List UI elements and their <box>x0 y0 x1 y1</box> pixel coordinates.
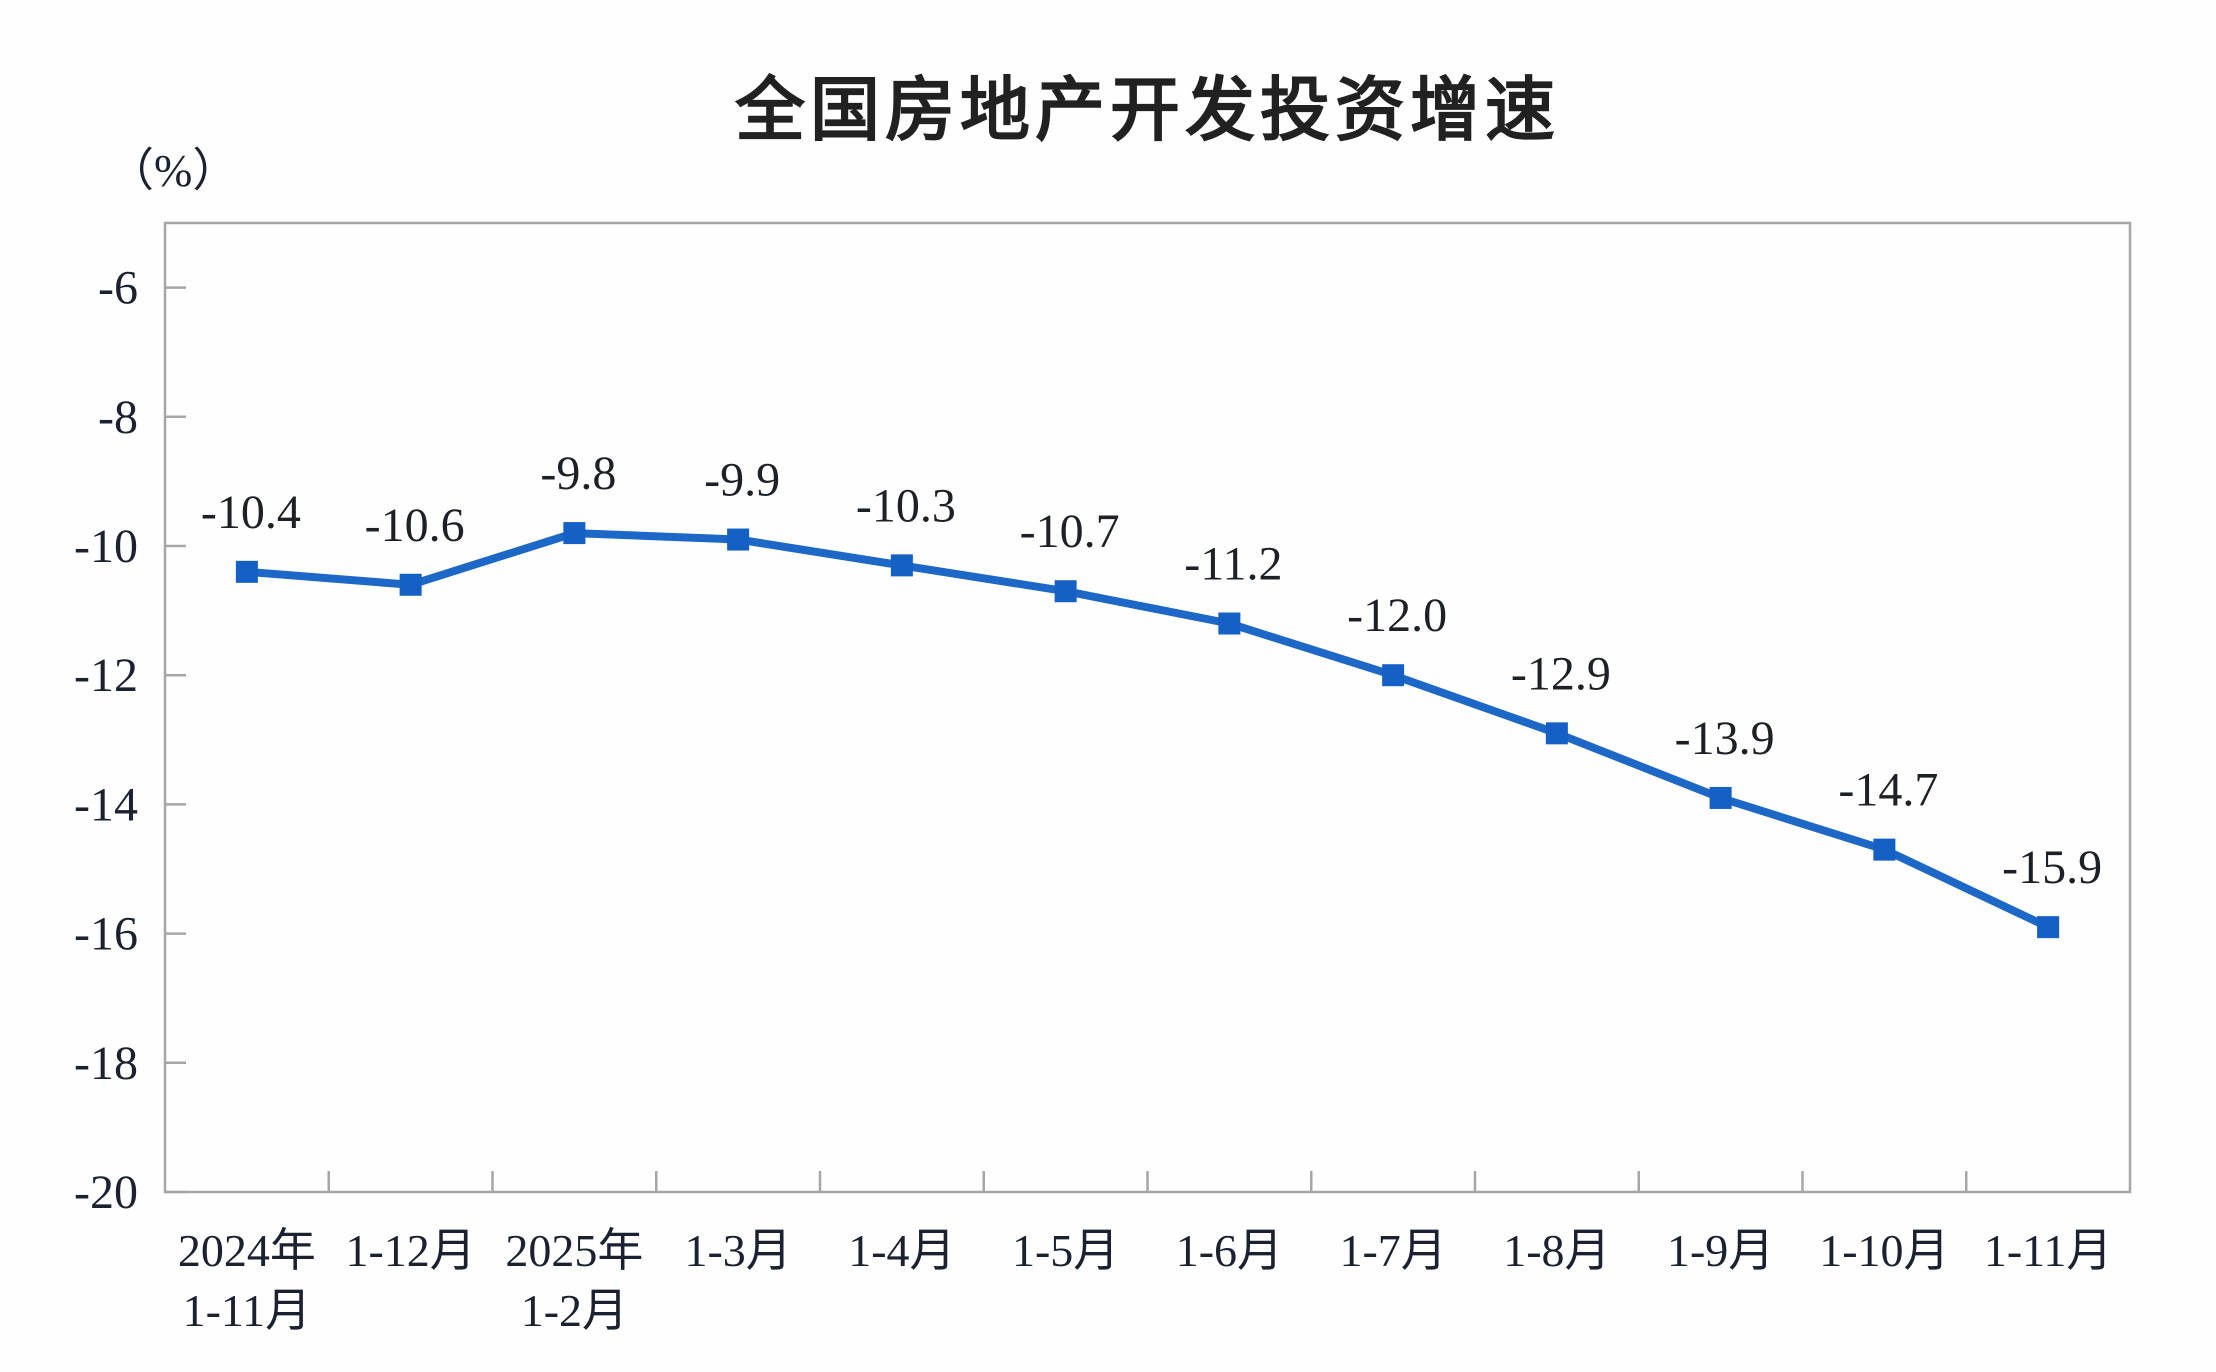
x-axis-label: 1-3月 <box>684 1225 791 1276</box>
x-axis-label-line: 1-5月 <box>1012 1225 1119 1276</box>
data-point-label: -9.8 <box>540 447 616 500</box>
x-axis-label-line: 1-9月 <box>1667 1225 1774 1276</box>
x-axis-label-line: 2025年 <box>505 1225 643 1276</box>
data-point-marker <box>563 522 586 545</box>
y-axis-tick-label: -6 <box>98 262 138 315</box>
x-axis-label-line: 1-10月 <box>1819 1225 1949 1276</box>
data-point-marker <box>1545 722 1568 745</box>
x-axis-label-line: 2024年 <box>178 1225 316 1276</box>
data-point-marker <box>399 573 422 596</box>
x-axis-label: 1-10月 <box>1819 1225 1949 1276</box>
x-axis-label: 1-8月 <box>1503 1225 1610 1276</box>
x-axis-label-line: 1-2月 <box>521 1285 628 1336</box>
x-axis-label-line: 1-3月 <box>684 1225 791 1276</box>
y-axis-tick-label: -10 <box>74 520 138 573</box>
data-point-label: -14.7 <box>1838 764 1938 817</box>
y-axis-tick-label: -8 <box>98 391 138 444</box>
x-axis-label: 1-6月 <box>1176 1225 1283 1276</box>
data-point-marker <box>235 560 258 583</box>
data-point-label: -10.7 <box>1020 505 1120 558</box>
data-point-marker <box>1054 580 1077 603</box>
data-point-label: -9.9 <box>704 454 780 507</box>
data-point-label: -13.9 <box>1675 712 1775 765</box>
data-point-label: -12.0 <box>1347 589 1447 642</box>
chart-title: 全国房地产开发投资增速 <box>735 71 1560 149</box>
data-point-marker <box>1382 664 1405 687</box>
x-axis-label-line: 1-6月 <box>1176 1225 1283 1276</box>
y-axis-tick-label: -14 <box>74 778 138 831</box>
data-point-label: -10.6 <box>365 499 465 552</box>
data-point-marker <box>1873 838 1896 861</box>
data-point-label: -12.9 <box>1511 647 1611 700</box>
x-axis-label: 1-12月 <box>345 1225 475 1276</box>
data-point-marker <box>1218 612 1241 635</box>
x-axis-label: 2025年 1-2月 <box>505 1225 643 1336</box>
data-point-marker <box>1709 786 1732 809</box>
y-axis-tick-label: -18 <box>74 1037 138 1090</box>
plot-border <box>163 221 2132 1194</box>
data-point-marker <box>727 528 750 551</box>
y-axis-tick-label: -20 <box>74 1166 138 1219</box>
x-axis-label: 1-11月 <box>1984 1225 2113 1276</box>
series-line <box>242 529 2053 932</box>
x-axis-label: 1-7月 <box>1339 1225 1446 1276</box>
data-point-marker <box>890 554 913 577</box>
x-axis-label: 1-9月 <box>1667 1225 1774 1276</box>
x-axis-label-line: 1-4月 <box>848 1225 955 1276</box>
data-point-label: -10.4 <box>201 486 301 539</box>
y-axis-unit-label: （%） <box>108 145 239 196</box>
x-axis-label: 1-4月 <box>848 1225 955 1276</box>
y-axis-tick-label: -16 <box>74 908 138 961</box>
x-axis-label: 2024年 1-11月 <box>178 1225 316 1336</box>
x-axis-label: 1-5月 <box>1012 1225 1119 1276</box>
x-axis-label-line: 1-7月 <box>1339 1225 1446 1276</box>
x-axis-label-line: 1-12月 <box>345 1225 475 1276</box>
data-point-label: -10.3 <box>856 479 956 532</box>
y-axis-tick-label: -12 <box>74 649 138 702</box>
x-axis-label-line: 1-11月 <box>1984 1225 2113 1276</box>
data-point-label: -11.2 <box>1184 538 1282 591</box>
x-axis-label-line: 1-8月 <box>1503 1225 1610 1276</box>
data-point-label: -15.9 <box>2002 841 2102 894</box>
data-point-marker <box>2037 916 2060 939</box>
x-axis-label-line: 1-11月 <box>183 1285 312 1336</box>
